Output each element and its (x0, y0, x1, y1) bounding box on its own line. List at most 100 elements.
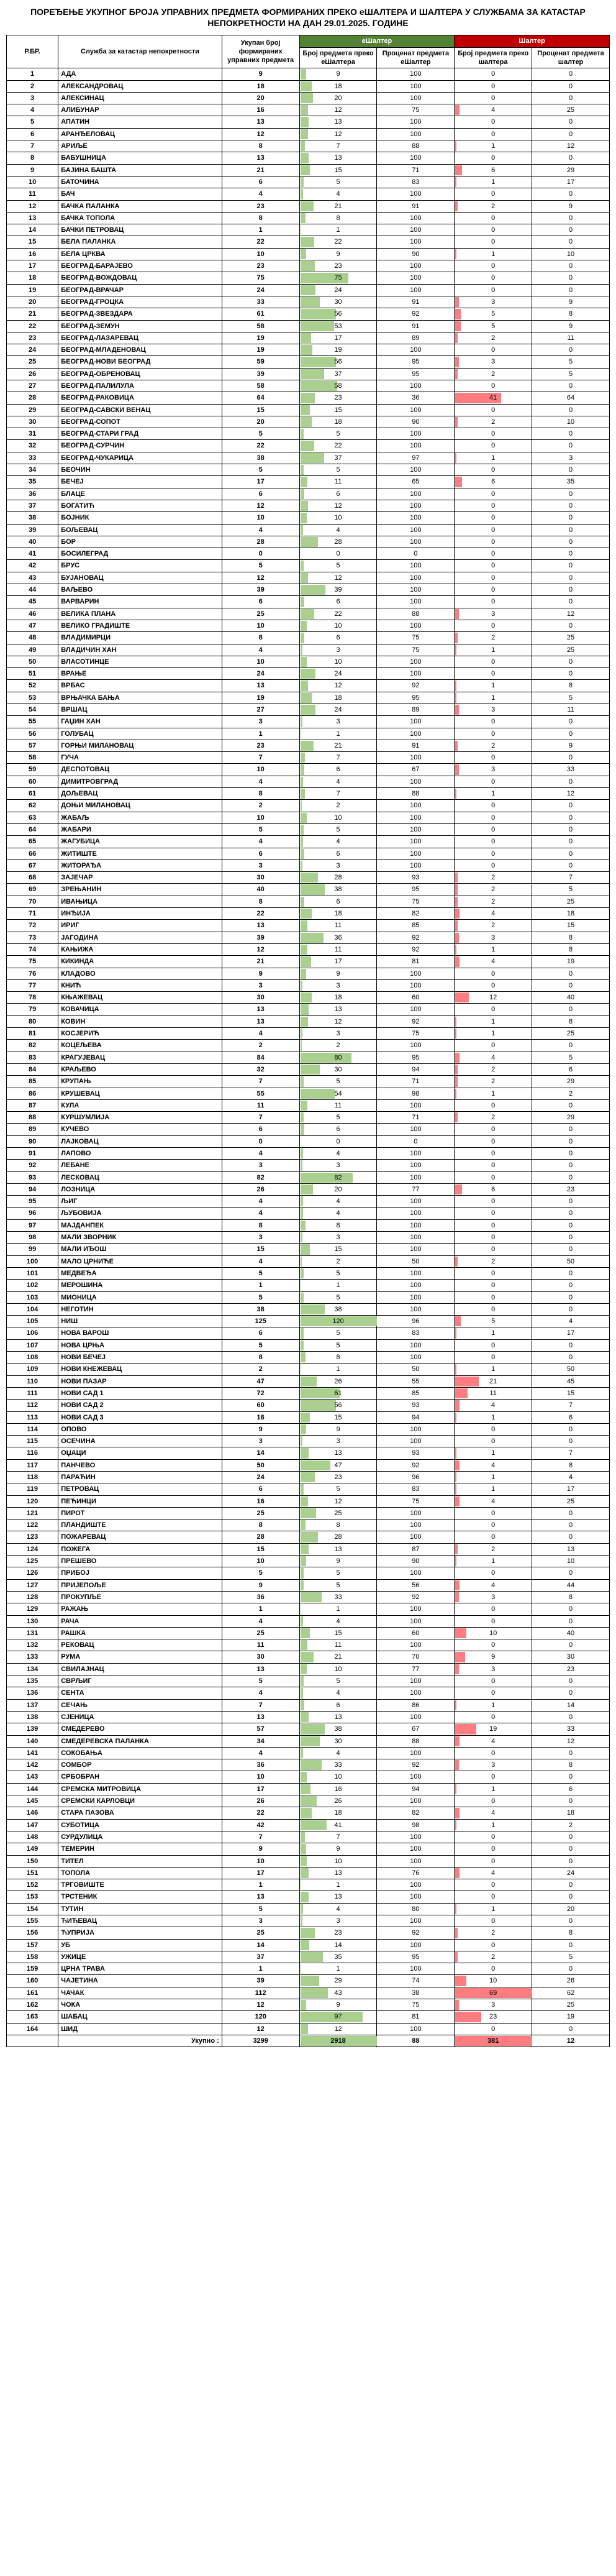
cell-gcount: 17 (299, 332, 377, 344)
cell-rcount: 0 (455, 836, 532, 848)
cell-rcount: 0 (455, 344, 532, 356)
cell-rpct: 0 (532, 1747, 610, 1759)
table-row: 128ПРОКУПЉЕ36339238 (7, 1591, 610, 1603)
cell-rb: 159 (7, 1963, 58, 1975)
cell-rpct: 17 (532, 1483, 610, 1495)
cell-gcount: 10 (299, 812, 377, 823)
cell-rcount: 0 (455, 848, 532, 859)
cell-rcount: 0 (455, 536, 532, 548)
cell-name: НОВИ САД 2 (58, 1400, 222, 1411)
cell-name: ПАРАЋИН (58, 1472, 222, 1483)
cell-gpct: 60 (377, 992, 455, 1004)
cell-rcount: 0 (455, 1531, 532, 1543)
cell-total: 37 (222, 1951, 299, 1963)
cell-rpct: 44 (532, 1579, 610, 1591)
cell-total: 84 (222, 1052, 299, 1063)
cell-name: БАЧКА ПАЛАНКА (58, 200, 222, 212)
cell-total: 4 (222, 644, 299, 656)
cell-rpct: 0 (532, 968, 610, 979)
cell-rb: 85 (7, 1076, 58, 1088)
cell-rpct: 0 (532, 979, 610, 991)
cell-gcount: 23 (299, 392, 377, 404)
cell-total: 8 (222, 212, 299, 224)
cell-rb: 113 (7, 1411, 58, 1423)
cell-total: 9 (222, 1843, 299, 1855)
cell-total: 3 (222, 859, 299, 871)
cell-rpct: 8 (532, 932, 610, 943)
cell-total: 5 (222, 464, 299, 476)
table-row: 132РЕКОВАЦ111110000 (7, 1639, 610, 1651)
cell-rpct: 0 (532, 848, 610, 859)
cell-name: БЕОГРАД-БАРАЈЕВО (58, 260, 222, 272)
cell-gpct: 100 (377, 1939, 455, 1951)
cell-gpct: 100 (377, 1747, 455, 1759)
cell-name: ВРШАЦ (58, 704, 222, 716)
cell-rcount: 4 (455, 1052, 532, 1063)
cell-rcount: 2 (455, 416, 532, 428)
cell-rcount: 0 (455, 224, 532, 236)
cell-gpct: 100 (377, 1567, 455, 1579)
cell-gcount: 1 (299, 728, 377, 740)
cell-gcount: 4 (299, 1196, 377, 1208)
cell-gpct: 100 (377, 128, 455, 140)
cell-rcount: 0 (455, 1303, 532, 1315)
cell-gpct: 100 (377, 1352, 455, 1364)
table-row: 2АЛЕКСАНДРОВАЦ181810000 (7, 80, 610, 92)
cell-gpct: 100 (377, 859, 455, 871)
cell-gpct: 100 (377, 620, 455, 631)
cell-total: 17 (222, 1783, 299, 1795)
cell-total-label: Укупно : (58, 2035, 222, 2047)
table-row: 90ЛАЈКОВАЦ00000 (7, 1135, 610, 1147)
cell-gpct: 95 (377, 692, 455, 704)
cell-rpct: 0 (532, 1939, 610, 1951)
cell-rb: 19 (7, 284, 58, 296)
cell-rcount: 2 (455, 1076, 532, 1088)
cell-gcount: 9 (299, 248, 377, 260)
cell-name: ИВАЊИЦА (58, 896, 222, 907)
cell-gpct: 75 (377, 644, 455, 656)
cell-gcount: 56 (299, 308, 377, 320)
cell-rpct: 0 (532, 1291, 610, 1303)
cell-rcount: 0 (455, 572, 532, 584)
cell-total: 3 (222, 979, 299, 991)
cell-gcount: 13 (299, 1004, 377, 1015)
cell-rcount: 0 (455, 1135, 532, 1147)
cell-gcount: 10 (299, 512, 377, 524)
cell-total: 10 (222, 248, 299, 260)
cell-rcount: 0 (455, 1567, 532, 1579)
cell-rpct: 8 (532, 308, 610, 320)
cell-gcount: 15 (299, 164, 377, 176)
cell-gcount: 11 (299, 943, 377, 955)
cell-rpct: 7 (532, 872, 610, 884)
cell-gcount: 56 (299, 356, 377, 368)
cell-total-gpct: 88 (377, 2035, 455, 2047)
cell-rb: 151 (7, 1867, 58, 1879)
cell-gpct: 74 (377, 1975, 455, 1987)
table-row: 116ОЏАЦИ14139317 (7, 1447, 610, 1459)
cell-name: МАЛО ЦРНИЋЕ (58, 1255, 222, 1267)
cell-rpct: 0 (532, 1219, 610, 1231)
cell-total: 17 (222, 1867, 299, 1879)
cell-total: 58 (222, 380, 299, 392)
cell-gcount: 15 (299, 404, 377, 416)
cell-gcount: 4 (299, 1903, 377, 1915)
cell-rcount: 0 (455, 524, 532, 536)
cell-total: 1 (222, 728, 299, 740)
cell-rb: 8 (7, 152, 58, 164)
table-row: 33БЕОГРАД-ЧУКАРИЦА38379713 (7, 452, 610, 464)
table-row: 48ВЛАДИМИРЦИ8675225 (7, 632, 610, 644)
cell-rpct: 0 (532, 716, 610, 728)
table-row: 6АРАНЂЕЛОВАЦ121210000 (7, 128, 610, 140)
table-row: 62ДОЊИ МИЛАНОВАЦ2210000 (7, 800, 610, 812)
cell-name: ШИД (58, 2023, 222, 2035)
cell-gcount: 13 (299, 1543, 377, 1555)
cell-rb: 118 (7, 1472, 58, 1483)
cell-rpct: 0 (532, 344, 610, 356)
cell-gpct: 100 (377, 1040, 455, 1052)
cell-name: ОСЕЧИНА (58, 1436, 222, 1447)
cell-rb: 115 (7, 1436, 58, 1447)
cell-gpct: 100 (377, 1436, 455, 1447)
cell-rb: 57 (7, 740, 58, 751)
cell-rcount: 1 (455, 1903, 532, 1915)
cell-rpct: 17 (532, 176, 610, 188)
